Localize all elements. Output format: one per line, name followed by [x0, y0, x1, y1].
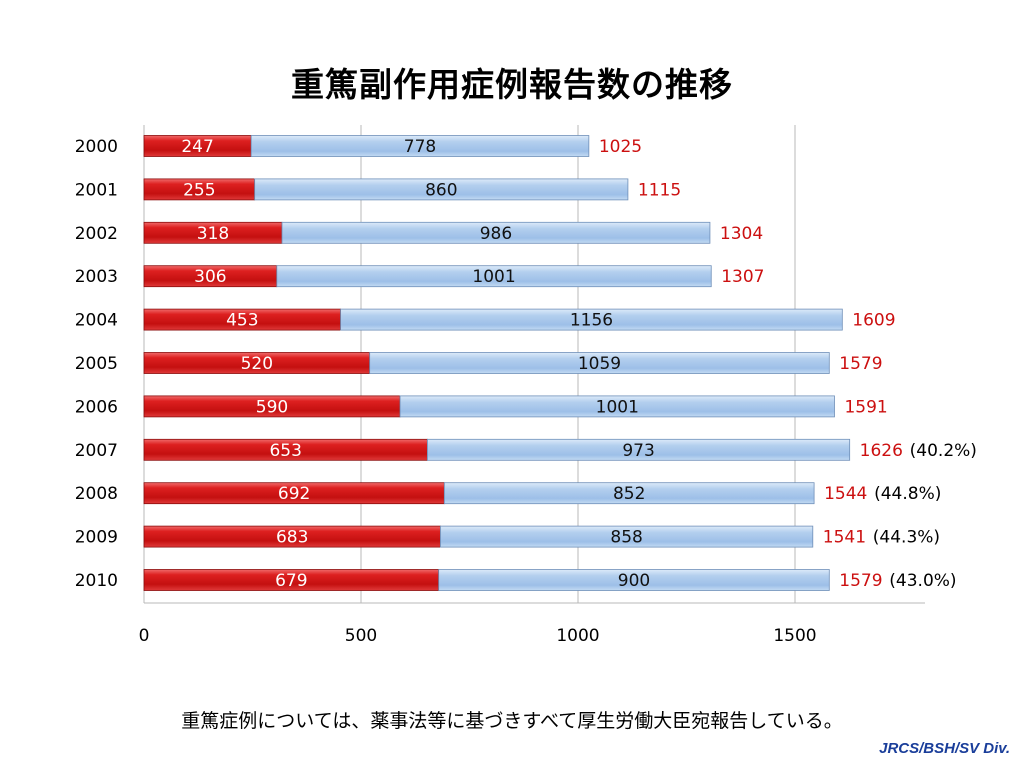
bar-other [438, 569, 830, 591]
category-label: 2003 [75, 267, 118, 287]
data-label-severe: 653 [269, 441, 301, 461]
bar-other [399, 395, 835, 418]
category-label: 2007 [75, 441, 118, 461]
data-label-other: 1059 [578, 354, 621, 374]
stacked-bar-chart: 0 500 1000 1500 2000 247 778 1025 2001 255 860 1115… [75, 125, 977, 646]
data-label-other: 1001 [596, 397, 639, 417]
data-label-severe: 590 [256, 397, 288, 417]
bar-other [440, 525, 814, 548]
category-label: 2010 [75, 571, 118, 591]
category-label: 2006 [75, 397, 118, 417]
total-label: 1307 [721, 267, 764, 287]
category-label: 2008 [75, 484, 118, 504]
footnote: 重篤症例については、薬事法等に基づきすべて厚生労働大臣宛報告している。 [181, 710, 843, 732]
data-label-severe: 453 [226, 311, 258, 331]
data-label-other: 778 [404, 137, 436, 157]
bar-other [443, 482, 815, 505]
data-label-severe: 247 [181, 137, 213, 157]
x-tick-label: 0 [139, 626, 150, 646]
total-label: 1609 [852, 311, 895, 331]
category-label: 2009 [75, 528, 118, 548]
category-label: 2005 [75, 354, 118, 374]
category-label: 2000 [75, 137, 118, 157]
total-label: 1579 [839, 354, 882, 374]
data-label-other: 858 [610, 528, 642, 548]
bar-other [281, 221, 711, 244]
percent-annotation: (40.2%) [910, 441, 977, 461]
data-label-severe: 255 [183, 180, 215, 200]
data-label-other: 860 [425, 180, 457, 200]
data-label-severe: 679 [275, 571, 307, 591]
bar-other [250, 135, 590, 157]
percent-annotation: (43.0%) [889, 571, 956, 591]
bar-other [340, 308, 843, 331]
total-label: 1115 [638, 180, 681, 200]
percent-annotation: (44.8%) [874, 484, 941, 504]
data-label-other: 852 [613, 484, 645, 504]
total-label: 1626 [860, 441, 903, 461]
x-tick-label: 1000 [556, 626, 599, 646]
bar-other [427, 438, 851, 461]
total-label: 1025 [599, 137, 642, 157]
category-label: 2004 [75, 311, 118, 331]
total-label: 1541 [823, 528, 866, 548]
total-label: 1304 [720, 224, 763, 244]
bar-other [276, 265, 712, 288]
data-label-severe: 692 [278, 484, 310, 504]
data-label-severe: 520 [241, 354, 273, 374]
total-label: 1579 [839, 571, 882, 591]
total-label: 1591 [844, 397, 887, 417]
category-label: 2002 [75, 224, 118, 244]
data-label-severe: 683 [276, 528, 308, 548]
total-label: 1544 [824, 484, 867, 504]
percent-annotation: (44.3%) [873, 528, 940, 548]
chart-title: 重篤副作用症例報告数の推移 [291, 65, 733, 104]
credit-label: JRCS/BSH/SV Div. [879, 740, 1010, 757]
category-label: 2001 [75, 180, 118, 200]
data-label-severe: 318 [197, 224, 229, 244]
data-label-other: 986 [480, 224, 512, 244]
bar-other [369, 352, 830, 374]
data-label-other: 1156 [570, 311, 613, 331]
data-label-severe: 306 [194, 267, 226, 287]
data-label-other: 1001 [472, 267, 515, 287]
x-tick-label: 1500 [773, 626, 816, 646]
bar-other [254, 178, 629, 201]
data-label-other: 973 [622, 441, 654, 461]
data-label-other: 900 [618, 571, 650, 591]
x-tick-label: 500 [345, 626, 377, 646]
